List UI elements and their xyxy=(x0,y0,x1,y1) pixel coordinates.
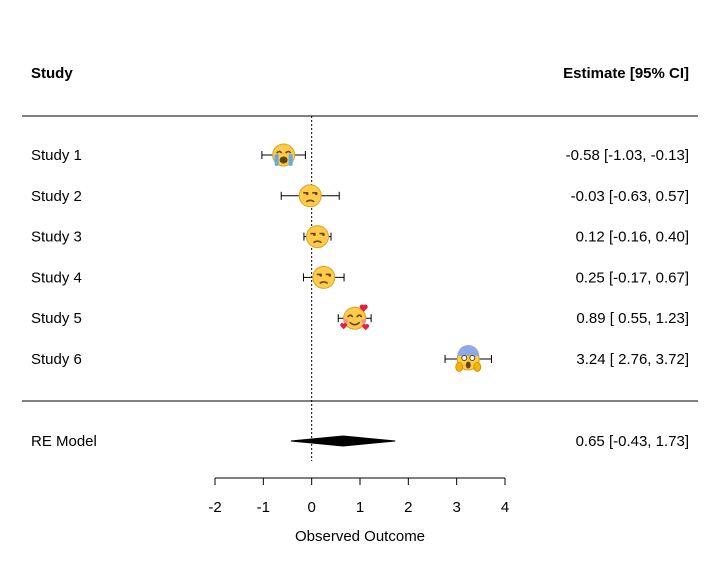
study-estimate-text: 0.25 [-0.17, 0.67] xyxy=(576,269,689,286)
study-row: Study 3 0.12 [-0.16, 0.40] xyxy=(31,225,689,249)
study-label: Study 2 xyxy=(31,188,82,205)
study-row: Study 2 -0.03 [-0.63, 0.57] xyxy=(31,184,689,208)
summary-label: RE Model xyxy=(31,433,97,450)
study-label: Study 3 xyxy=(31,229,82,246)
study-row: Study 6 3.24 [ 2.76, 3.72] xyxy=(31,345,689,372)
x-tick-label: 3 xyxy=(452,499,460,516)
x-tick-label: -1 xyxy=(257,499,270,516)
study-row: Study 1 -0.58 [-1.03, -0.13] xyxy=(31,143,689,167)
study-estimate-text: -0.03 [-0.63, 0.57] xyxy=(571,188,689,205)
x-tick-label: 4 xyxy=(501,499,509,516)
study-estimate-text: 0.89 [ 0.55, 1.23] xyxy=(576,310,689,327)
x-tick-label: -2 xyxy=(208,499,221,516)
header-study: Study xyxy=(31,65,73,82)
unamused-face-icon xyxy=(305,225,329,249)
summary-diamond xyxy=(290,435,396,447)
study-estimate-text: -0.58 [-1.03, -0.13] xyxy=(566,147,689,164)
face-screaming-in-fear-icon xyxy=(455,345,482,372)
study-estimate-text: 0.12 [-0.16, 0.40] xyxy=(576,229,689,246)
smiling-face-with-hearts-icon xyxy=(340,304,370,331)
study-label: Study 1 xyxy=(31,147,82,164)
study-estimate-text: 3.24 [ 2.76, 3.72] xyxy=(576,351,689,368)
loudly-crying-face-icon xyxy=(272,143,296,167)
study-label: Study 5 xyxy=(31,310,82,327)
x-tick-label: 0 xyxy=(307,499,315,516)
x-axis-label: Observed Outcome xyxy=(295,528,425,545)
unamused-face-icon xyxy=(312,265,336,289)
unamused-face-icon xyxy=(298,184,322,208)
x-tick-label: 1 xyxy=(356,499,364,516)
study-row: Study 5 0.89 [ 0.55, 1.23] xyxy=(31,304,689,331)
study-rows: Study 1 -0.58 [-1.03, -0.13] Study 2 -0.03 … xyxy=(31,143,689,372)
x-tick-label: 2 xyxy=(404,499,412,516)
x-axis: -2 -1 0 1 2 3 4 xyxy=(208,477,509,516)
summary-estimate-text: 0.65 [-0.43, 1.73] xyxy=(576,433,689,450)
study-label: Study 6 xyxy=(31,351,82,368)
study-row: Study 4 0.25 [-0.17, 0.67] xyxy=(31,265,689,289)
study-label: Study 4 xyxy=(31,269,82,286)
header-estimate: Estimate [95% CI] xyxy=(563,65,689,82)
